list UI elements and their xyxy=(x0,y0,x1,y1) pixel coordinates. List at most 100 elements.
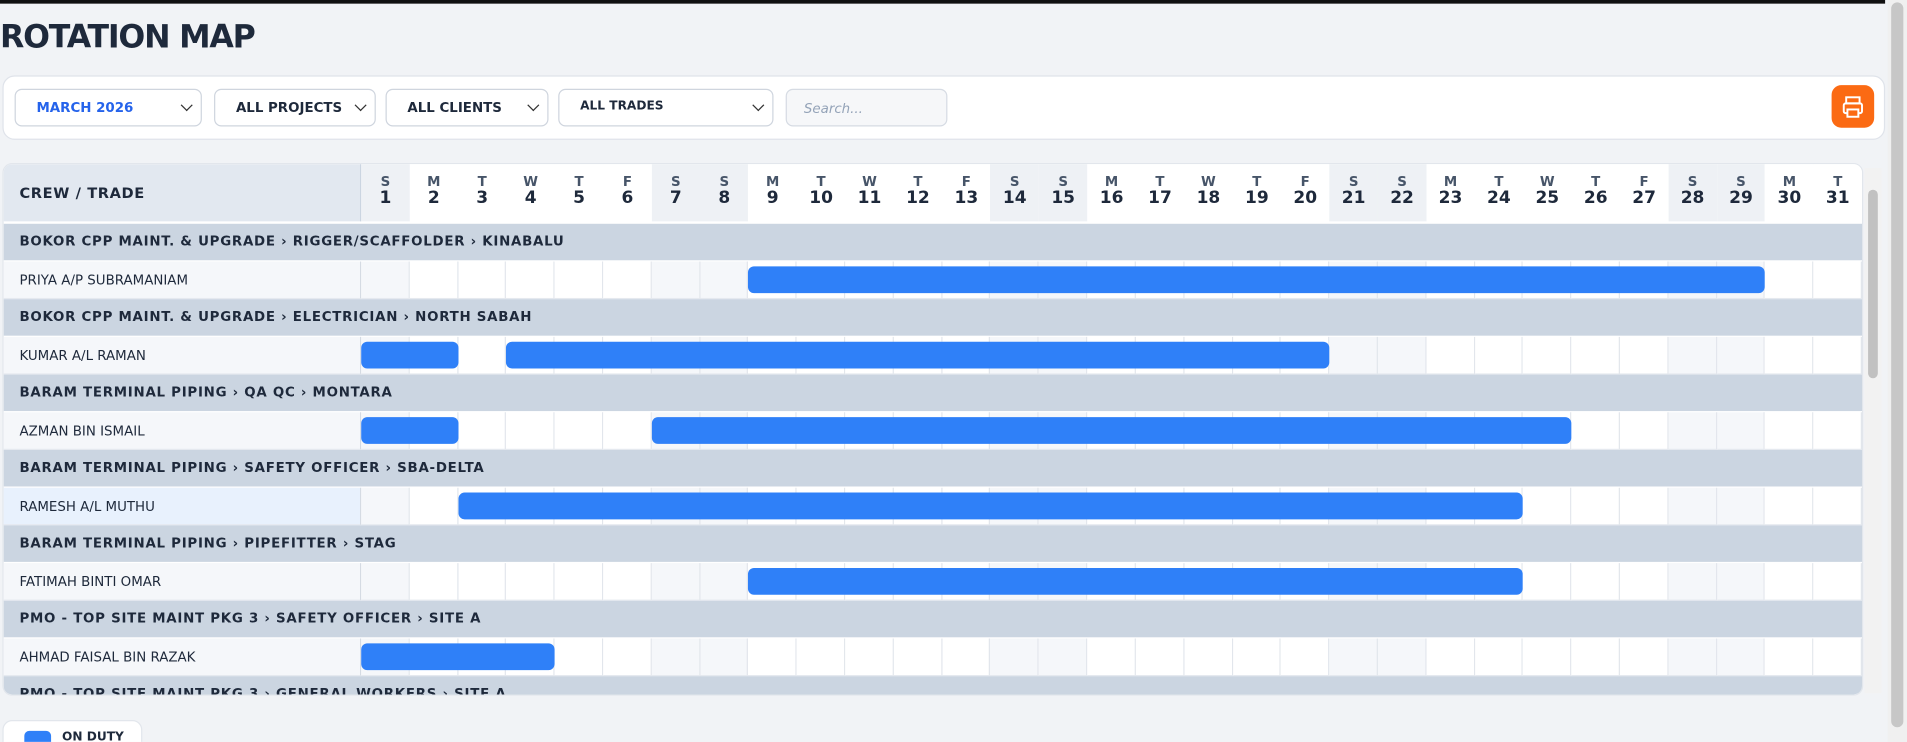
day-cell[interactable] xyxy=(1523,638,1572,677)
day-cell[interactable] xyxy=(1038,638,1088,677)
day-cell[interactable] xyxy=(1619,638,1669,677)
day-cell[interactable] xyxy=(1716,563,1766,601)
day-cell[interactable] xyxy=(1765,487,1814,526)
day-cell[interactable] xyxy=(893,638,943,677)
day-cell[interactable] xyxy=(409,261,459,300)
day-cell[interactable] xyxy=(458,412,507,450)
day-cell[interactable] xyxy=(1135,638,1185,677)
day-cell[interactable] xyxy=(1426,638,1475,677)
day-cell[interactable] xyxy=(1377,336,1427,375)
day-cell[interactable] xyxy=(1474,638,1524,677)
trades-select[interactable]: ALL TRADES xyxy=(558,88,774,127)
day-cell[interactable] xyxy=(506,412,555,450)
day-cell[interactable] xyxy=(1716,638,1766,677)
day-cell[interactable] xyxy=(942,638,991,677)
duty-bar[interactable] xyxy=(361,417,459,444)
day-cell[interactable] xyxy=(1523,336,1572,375)
day-cell[interactable] xyxy=(1813,336,1862,375)
day-cell[interactable] xyxy=(845,638,894,677)
day-cell[interactable] xyxy=(651,261,701,300)
day-cell[interactable] xyxy=(458,261,507,300)
duty-bar[interactable] xyxy=(361,341,459,369)
day-cell[interactable] xyxy=(1523,487,1572,526)
duty-bar[interactable] xyxy=(458,492,1524,520)
day-cell[interactable] xyxy=(1571,412,1620,450)
day-cell[interactable] xyxy=(361,563,410,601)
day-cell[interactable] xyxy=(700,261,749,300)
day-cell[interactable] xyxy=(409,487,459,526)
day-cell[interactable] xyxy=(554,261,604,300)
day-cell[interactable] xyxy=(1813,563,1862,601)
day-cell[interactable] xyxy=(1765,336,1814,375)
duty-bar[interactable] xyxy=(748,567,1524,595)
day-cell[interactable] xyxy=(554,412,604,450)
day-cell[interactable] xyxy=(1523,563,1572,601)
duty-bar[interactable] xyxy=(748,266,1766,294)
day-cell[interactable] xyxy=(1668,638,1717,677)
day-cell[interactable] xyxy=(603,638,652,677)
day-cell[interactable] xyxy=(1765,638,1814,677)
crew-name-cell[interactable] xyxy=(3,261,362,300)
clients-select[interactable]: ALL CLIENTS xyxy=(385,88,549,127)
day-cell[interactable] xyxy=(458,563,507,601)
day-cell[interactable] xyxy=(361,487,410,526)
day-cell[interactable] xyxy=(1765,412,1814,450)
day-cell[interactable] xyxy=(1813,638,1862,677)
day-cell[interactable] xyxy=(1087,638,1136,677)
day-cell[interactable] xyxy=(700,563,749,601)
day-cell[interactable] xyxy=(1668,487,1717,526)
day-cell[interactable] xyxy=(1716,336,1766,375)
day-cell[interactable] xyxy=(409,563,459,601)
day-cell[interactable] xyxy=(1668,412,1717,450)
day-cell[interactable] xyxy=(1813,412,1862,450)
day-cell[interactable] xyxy=(554,563,604,601)
day-cell[interactable] xyxy=(1571,487,1620,526)
page-scroll-thumb[interactable] xyxy=(1891,2,1904,728)
day-cell[interactable] xyxy=(1571,563,1620,601)
day-cell[interactable] xyxy=(651,638,701,677)
day-cell[interactable] xyxy=(1329,336,1378,375)
day-cell[interactable] xyxy=(1571,336,1620,375)
crew-name-cell[interactable] xyxy=(3,487,362,526)
month-select[interactable]: MARCH 2026 xyxy=(14,88,202,127)
day-cell[interactable] xyxy=(796,638,846,677)
search-input[interactable]: Search... xyxy=(785,88,948,127)
day-cell[interactable] xyxy=(1813,261,1862,300)
day-cell[interactable] xyxy=(1716,487,1766,526)
day-cell[interactable] xyxy=(651,563,701,601)
duty-bar[interactable] xyxy=(651,417,1572,444)
day-cell[interactable] xyxy=(1377,638,1427,677)
day-cell[interactable] xyxy=(1619,487,1669,526)
day-cell[interactable] xyxy=(748,638,797,677)
day-cell[interactable] xyxy=(700,638,749,677)
day-cell[interactable] xyxy=(1329,638,1378,677)
day-cell[interactable] xyxy=(1813,487,1862,526)
day-cell[interactable] xyxy=(458,336,507,375)
crew-name-cell[interactable] xyxy=(3,563,362,601)
day-cell[interactable] xyxy=(990,638,1039,677)
day-cell[interactable] xyxy=(603,412,652,450)
day-cell[interactable] xyxy=(1281,638,1330,677)
day-cell[interactable] xyxy=(1716,412,1766,450)
day-cell[interactable] xyxy=(1619,412,1669,450)
duty-bar[interactable] xyxy=(506,341,1330,369)
day-cell[interactable] xyxy=(603,563,652,601)
day-cell[interactable] xyxy=(1184,638,1233,677)
day-cell[interactable] xyxy=(1765,261,1814,300)
day-cell[interactable] xyxy=(1668,563,1717,601)
day-cell[interactable] xyxy=(554,638,604,677)
day-cell[interactable] xyxy=(1571,638,1620,677)
day-cell[interactable] xyxy=(1619,563,1669,601)
day-cell[interactable] xyxy=(1765,563,1814,601)
projects-select[interactable]: ALL PROJECTS xyxy=(214,88,376,127)
day-cell[interactable] xyxy=(1474,336,1524,375)
day-cell[interactable] xyxy=(506,261,555,300)
crew-name-cell[interactable] xyxy=(3,412,362,450)
print-button[interactable] xyxy=(1831,85,1875,128)
crew-name-cell[interactable] xyxy=(3,336,362,375)
grid-scroll-thumb[interactable] xyxy=(1868,189,1878,379)
day-cell[interactable] xyxy=(603,261,652,300)
day-cell[interactable] xyxy=(1619,336,1669,375)
day-cell[interactable] xyxy=(506,563,555,601)
day-cell[interactable] xyxy=(1426,336,1475,375)
